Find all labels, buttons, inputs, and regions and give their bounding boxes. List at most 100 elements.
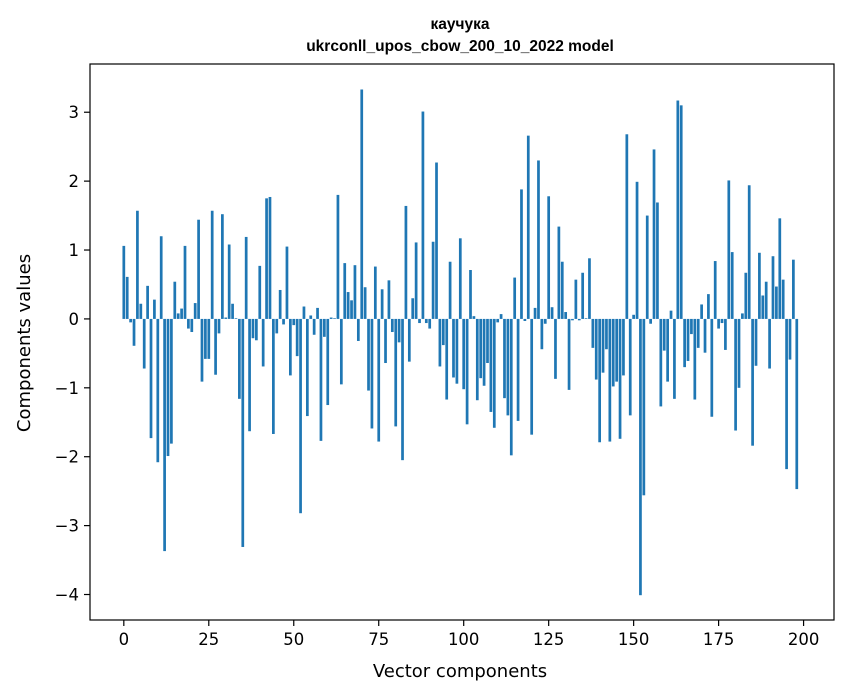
bar-181 — [737, 318, 741, 388]
bar-157 — [656, 202, 659, 319]
bar-166 — [686, 318, 690, 361]
y-tick-label--2: −2 — [55, 448, 79, 467]
bar-180 — [734, 318, 737, 431]
bar-91 — [431, 241, 435, 319]
bar-39 — [255, 318, 258, 341]
bar-15 — [173, 281, 177, 319]
bar-95 — [445, 318, 449, 400]
bar-198 — [795, 318, 799, 490]
bar-42 — [265, 198, 268, 319]
bar-120 — [530, 318, 534, 435]
bar-190 — [768, 318, 771, 369]
bar-40 — [258, 265, 262, 319]
bar-177 — [724, 318, 727, 350]
bar-44 — [272, 318, 275, 434]
bar-103 — [472, 316, 476, 319]
bar-80 — [394, 318, 398, 427]
plot-area: 0 25 50 75 100 125 150 175 200 −4 −3 −2 −1 0 1 2 3 — [55, 63, 835, 649]
bar-105 — [479, 318, 483, 379]
bar-36 — [244, 236, 248, 319]
y-tick-label-0: 0 — [69, 310, 80, 329]
bar-179 — [730, 252, 734, 319]
bar-172 — [707, 294, 710, 319]
x-tick-label-175: 175 — [703, 630, 735, 649]
chart-title-line1: каучука — [431, 16, 490, 33]
bar-73 — [370, 318, 374, 429]
bar-150 — [632, 314, 635, 319]
bar-79 — [390, 318, 394, 333]
bar-125 — [547, 196, 551, 319]
bar-56 — [312, 318, 316, 335]
bar-152 — [639, 318, 642, 596]
bar-93 — [438, 318, 442, 367]
y-tick-label--3: −3 — [55, 517, 79, 536]
bar-23 — [200, 318, 204, 382]
bar-0 — [122, 245, 126, 319]
bar-31 — [227, 244, 231, 319]
bar-7 — [146, 285, 149, 319]
bar-130 — [564, 312, 568, 319]
bar-132 — [571, 318, 574, 321]
bar-194 — [781, 279, 785, 319]
bar-82 — [401, 318, 404, 461]
bar-197 — [792, 259, 795, 319]
bar-186 — [754, 318, 758, 366]
y-tick-label--4: −4 — [55, 586, 79, 605]
bar-140 — [598, 318, 602, 443]
bar-17 — [180, 308, 183, 319]
bar-161 — [669, 310, 673, 319]
bar-170 — [700, 304, 703, 319]
bar-141 — [601, 318, 605, 373]
bar-75 — [377, 318, 381, 442]
bar-102 — [469, 270, 472, 319]
bar-32 — [231, 303, 234, 319]
bar-61 — [329, 317, 333, 319]
bar-5 — [139, 303, 143, 319]
bar-129 — [560, 261, 564, 319]
bar-160 — [666, 318, 669, 382]
bar-176 — [720, 318, 724, 324]
bar-9 — [153, 299, 156, 319]
bar-21 — [193, 303, 197, 319]
bar-30 — [224, 317, 228, 319]
x-tick-label-0: 0 — [119, 630, 130, 649]
bar-98 — [455, 318, 459, 384]
bar-35 — [241, 318, 245, 547]
bar-60 — [326, 318, 330, 406]
bar-111 — [499, 314, 503, 319]
bar-136 — [584, 318, 588, 319]
x-tick-label-75: 75 — [368, 630, 389, 649]
bar-148 — [625, 134, 629, 319]
bar-149 — [628, 318, 632, 416]
y-axis-label: Components values — [14, 254, 35, 432]
bar-10 — [156, 318, 160, 463]
bar-169 — [696, 318, 700, 348]
x-tick-label-150: 150 — [618, 630, 650, 649]
bar-52 — [299, 318, 302, 514]
y-tick-label-2: 2 — [69, 172, 80, 191]
bar-68 — [353, 265, 357, 319]
bar-144 — [611, 318, 615, 387]
bar-46 — [278, 289, 282, 319]
bar-81 — [397, 318, 401, 343]
bar-174 — [713, 261, 717, 319]
bar-50 — [292, 318, 296, 326]
bar-88 — [421, 111, 425, 319]
y-tick-label-3: 3 — [69, 103, 80, 122]
bar-133 — [574, 279, 578, 319]
x-tick-label-50: 50 — [283, 630, 304, 649]
x-axis-ticks: 0 25 50 75 100 125 150 175 200 — [119, 620, 819, 649]
bar-135 — [581, 272, 585, 319]
bar-24 — [204, 318, 207, 359]
bar-13 — [166, 318, 170, 457]
bar-27 — [214, 318, 217, 375]
bar-164 — [679, 105, 683, 319]
bar-158 — [659, 318, 663, 407]
bar-69 — [356, 318, 360, 341]
bar-34 — [238, 318, 241, 399]
bar-134 — [577, 318, 581, 321]
bar-11 — [159, 236, 163, 319]
bar-70 — [360, 89, 364, 319]
